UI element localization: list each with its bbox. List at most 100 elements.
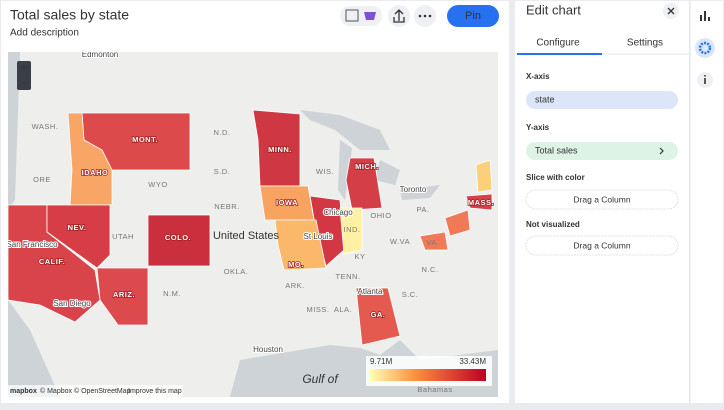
map-label: S.D. bbox=[214, 167, 231, 176]
map-label: Chicago bbox=[323, 208, 353, 217]
map-label: S.C. bbox=[402, 290, 419, 299]
map-label: UTAH bbox=[112, 232, 134, 241]
map-label: Houston bbox=[253, 345, 283, 354]
map-label: IND. bbox=[344, 225, 361, 234]
map-label: WASH. bbox=[32, 122, 59, 131]
icon-rail bbox=[690, 1, 723, 403]
description[interactable]: Add description bbox=[10, 28, 79, 39]
map-label: GA. bbox=[371, 310, 386, 319]
state-arizona[interactable] bbox=[96, 267, 149, 326]
map-label: ARIZ. bbox=[113, 290, 135, 299]
map-label: CALIF. bbox=[39, 257, 65, 266]
map-label: Toronto bbox=[400, 185, 427, 194]
map-label: KY bbox=[354, 252, 365, 261]
map-label: VA. bbox=[426, 238, 439, 247]
chart-title[interactable]: Total sales by state bbox=[10, 7, 129, 23]
map-label: TENN. bbox=[336, 272, 361, 281]
tab[interactable]: Configure bbox=[536, 38, 580, 49]
map-label: N.D. bbox=[214, 128, 231, 137]
map-label: San Diego bbox=[53, 299, 91, 308]
state-massachusetts[interactable] bbox=[465, 193, 493, 211]
map-label: MINN. bbox=[268, 145, 292, 154]
section-label: Not visualized bbox=[526, 220, 580, 229]
state-maine[interactable] bbox=[475, 159, 493, 193]
settings-button[interactable] bbox=[695, 38, 715, 58]
legend-gradient bbox=[370, 369, 486, 381]
map-label: N.C. bbox=[422, 265, 439, 274]
map-label: ARK. bbox=[285, 281, 305, 290]
map-label: MICH. bbox=[355, 162, 379, 171]
map-label: United States bbox=[213, 230, 280, 242]
state-idaho[interactable] bbox=[67, 112, 113, 206]
state-northeast[interactable] bbox=[419, 209, 471, 251]
map-label: WYO bbox=[148, 180, 167, 189]
map-label: Gulf of bbox=[302, 372, 339, 386]
pin-button[interactable] bbox=[447, 5, 499, 27]
great-lakes bbox=[300, 110, 440, 200]
map-label: WIS. bbox=[316, 167, 334, 176]
share-icon bbox=[393, 9, 405, 23]
drop-zone[interactable] bbox=[525, 189, 679, 210]
pin-label: Pin bbox=[465, 10, 481, 22]
state-indiana[interactable] bbox=[339, 207, 363, 255]
zoom-in[interactable]: + bbox=[21, 62, 27, 74]
map-label: W.VA bbox=[390, 237, 410, 246]
state-missouri[interactable] bbox=[274, 219, 327, 271]
legend-min: 9.71M bbox=[370, 357, 393, 366]
map-label: N.M. bbox=[163, 289, 181, 298]
map-label: MONT. bbox=[132, 135, 158, 144]
map-label: MASS. bbox=[468, 198, 494, 207]
attribution[interactable]: © Mapbox bbox=[40, 387, 73, 395]
state-colorado[interactable] bbox=[147, 214, 211, 267]
dot bbox=[418, 14, 422, 18]
chip-label: state bbox=[535, 94, 555, 104]
map-label: OKLA. bbox=[224, 267, 249, 276]
zoom-control bbox=[17, 61, 31, 90]
state-georgia[interactable] bbox=[355, 287, 401, 346]
map-label: OHIO bbox=[370, 211, 391, 220]
panel-title: Edit chart bbox=[526, 2, 581, 17]
map-icon[interactable] bbox=[364, 12, 376, 20]
attribution-bg bbox=[8, 385, 183, 397]
chip-label: Total sales bbox=[535, 145, 578, 155]
map-label: IOWA bbox=[276, 198, 298, 207]
column-chip[interactable] bbox=[526, 142, 678, 160]
chevron bbox=[659, 147, 664, 155]
legend-max: 33.43M bbox=[459, 357, 486, 366]
section-label: Slice with color bbox=[526, 173, 585, 182]
map-labels: Edmonton WASH. MONT. N.D. MINN. ORE IDAH… bbox=[8, 50, 494, 394]
dot bbox=[423, 14, 427, 18]
map-label: St Louis bbox=[304, 232, 333, 241]
drop-zone-label: Drag a Column bbox=[573, 240, 630, 250]
ocean bbox=[8, 52, 60, 397]
gear-icon bbox=[698, 41, 712, 55]
map-label: IDAHO bbox=[82, 168, 109, 177]
map-label: MISS. bbox=[307, 305, 330, 314]
state-shapes bbox=[8, 109, 493, 346]
column-chip[interactable] bbox=[526, 91, 678, 109]
drop-zone[interactable] bbox=[525, 235, 679, 256]
table-icon[interactable] bbox=[345, 9, 359, 22]
map-label: NEV. bbox=[68, 223, 87, 232]
attribution[interactable]: © OpenStreetMap bbox=[74, 387, 131, 395]
mapbox-logo: mapbox bbox=[10, 388, 37, 395]
zoom-out[interactable]: − bbox=[21, 77, 27, 89]
map-label: MO. bbox=[288, 260, 304, 269]
map-label: ORE bbox=[33, 175, 51, 184]
section-label: Y-axis bbox=[526, 123, 550, 132]
map[interactable]: Edmonton WASH. MONT. N.D. MINN. ORE IDAH… bbox=[6, 50, 498, 397]
drop-zone-label: Drag a Column bbox=[573, 194, 630, 204]
close-icon bbox=[667, 7, 675, 15]
map-label: ALA. bbox=[334, 305, 352, 314]
map-label: COLO. bbox=[165, 233, 191, 242]
map-label: Atlanta bbox=[358, 287, 383, 296]
dot bbox=[428, 14, 432, 18]
attribution[interactable]: Improve this map bbox=[128, 388, 182, 395]
section-label: X-axis bbox=[526, 72, 550, 81]
chart-icon[interactable] bbox=[700, 11, 710, 21]
tab[interactable]: Settings bbox=[627, 38, 663, 49]
state-michigan[interactable] bbox=[345, 157, 383, 211]
map-label: Edmonton bbox=[82, 50, 118, 59]
state-nevada[interactable] bbox=[46, 204, 111, 269]
